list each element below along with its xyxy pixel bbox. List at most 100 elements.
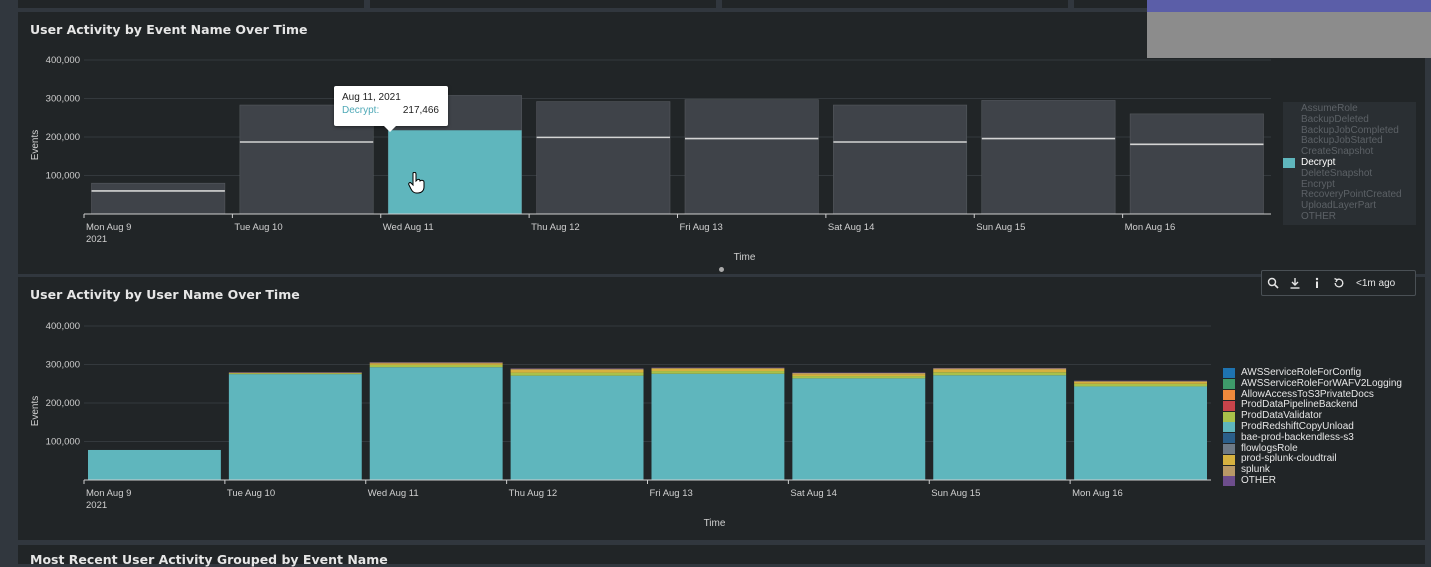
legend-swatch <box>1283 158 1295 168</box>
legend-swatch <box>1223 422 1235 432</box>
bar-segment <box>511 369 644 370</box>
download-icon <box>1289 277 1301 289</box>
x-tick-label: Mon Aug 16 <box>1072 488 1123 499</box>
legend-swatch <box>1283 191 1295 201</box>
legend-swatch <box>1283 212 1295 222</box>
legend-item[interactable]: DeleteSnapshot <box>1283 169 1416 180</box>
bar-segment <box>370 363 503 365</box>
bar-segment <box>792 378 925 480</box>
overlay-block <box>1147 0 1431 12</box>
bar-segment <box>1074 384 1207 387</box>
legend-swatch <box>1283 126 1295 136</box>
y-tick-label: 100,000 <box>46 171 80 182</box>
bar-segment <box>511 373 644 376</box>
legend-label: AWSServiceRoleForWAFV2Logging <box>1241 379 1402 390</box>
legend-label: OTHER <box>1241 476 1276 487</box>
drag-handle[interactable] <box>719 267 724 272</box>
legend-swatch <box>1223 368 1235 378</box>
x-tick-label: Sat Aug 14 <box>828 222 874 233</box>
y-tick-label: 400,000 <box>46 321 80 332</box>
y-axis-title: Events <box>30 396 41 427</box>
x-tick-label: Wed Aug 11 <box>383 222 434 233</box>
x-tick-label: Sun Aug 15 <box>976 222 1025 233</box>
bar-segment <box>229 374 362 480</box>
bar-segment <box>652 374 785 480</box>
bar-segment <box>370 363 503 364</box>
overlay-block <box>1147 12 1431 58</box>
legend-label: OTHER <box>1301 212 1350 223</box>
bar-segment <box>370 365 503 367</box>
bar-total <box>537 102 670 214</box>
legend-swatch <box>1283 137 1295 147</box>
tooltip-series: Decrypt: <box>342 105 379 116</box>
bar-segment <box>652 369 785 371</box>
previous-panel <box>18 0 364 8</box>
user-name-chart-panel: User Activity by User Name Over Time 400… <box>18 277 1425 540</box>
legend-label: BackupDeleted <box>1301 115 1383 126</box>
bar-segment <box>229 373 362 374</box>
bar-total <box>833 105 966 214</box>
x-tick-year: 2021 <box>86 500 107 511</box>
x-tick-label: Fri Aug 13 <box>650 488 693 499</box>
legend-label: DeleteSnapshot <box>1301 169 1386 180</box>
legend-item[interactable]: bae-prod-backendless-s3 <box>1223 433 1402 444</box>
last-refresh-time: <1m ago <box>1356 278 1395 289</box>
bar-segment <box>933 375 1066 480</box>
x-axis-title: Time <box>734 252 756 263</box>
legend-label: bae-prod-backendless-s3 <box>1241 433 1354 444</box>
panel-title: Most Recent User Activity Grouped by Eve… <box>30 552 388 567</box>
legend-swatch <box>1223 476 1235 486</box>
legend-swatch <box>1223 433 1235 443</box>
previous-panel <box>722 0 1068 8</box>
legend-swatch <box>1283 169 1295 179</box>
bar-segment <box>511 376 644 480</box>
legend-swatch <box>1223 401 1235 411</box>
y-tick-label: 100,000 <box>46 437 80 448</box>
tooltip-value: 217,466 <box>403 105 439 116</box>
bar-segment <box>1074 382 1207 384</box>
legend-item[interactable]: AWSServiceRoleForWAFV2Logging <box>1223 379 1402 390</box>
recent-activity-panel: Most Recent User Activity Grouped by Eve… <box>18 545 1425 564</box>
bar-segment <box>652 368 785 369</box>
refresh-button[interactable] <box>1328 272 1350 294</box>
bar-segment <box>370 367 503 480</box>
x-tick-label: Wed Aug 11 <box>368 488 419 499</box>
legend-item[interactable]: OTHER <box>1223 476 1402 487</box>
y-tick-label: 200,000 <box>46 132 80 143</box>
previous-panel <box>370 0 716 8</box>
legend-swatch <box>1283 202 1295 212</box>
bar-total <box>685 100 818 214</box>
refresh-icon <box>1333 277 1345 289</box>
bar-segment <box>1074 381 1207 382</box>
info-icon <box>1311 277 1323 289</box>
inspect-button[interactable] <box>1306 272 1328 294</box>
bar-segment <box>792 373 925 374</box>
x-tick-year: 2021 <box>86 234 107 245</box>
search-button[interactable] <box>1262 272 1284 294</box>
legend-item[interactable]: OTHER <box>1283 212 1416 223</box>
x-tick-label: Sun Aug 15 <box>931 488 980 499</box>
y-tick-label: 200,000 <box>46 398 80 409</box>
legend-item[interactable]: BackupDeleted <box>1283 115 1416 126</box>
x-tick-label: Mon Aug 9 <box>86 488 131 499</box>
x-tick-label: Sat Aug 14 <box>790 488 836 499</box>
export-button[interactable] <box>1284 272 1306 294</box>
search-icon <box>1267 277 1279 289</box>
y-tick-label: 300,000 <box>46 94 80 105</box>
legend-swatch <box>1223 412 1235 422</box>
x-tick-label: Thu Aug 12 <box>531 222 580 233</box>
bar-segment <box>933 370 1066 373</box>
legend-swatch <box>1223 455 1235 465</box>
y-axis-title: Events <box>30 130 41 161</box>
bar-total <box>1130 114 1263 214</box>
legend-swatch <box>1283 115 1295 125</box>
x-tick-label: Fri Aug 13 <box>680 222 723 233</box>
y-tick-label: 400,000 <box>46 55 80 66</box>
bar-segment <box>88 450 221 480</box>
legend-swatch <box>1223 379 1235 389</box>
bar-segment <box>933 372 1066 375</box>
bar-total <box>92 183 225 214</box>
